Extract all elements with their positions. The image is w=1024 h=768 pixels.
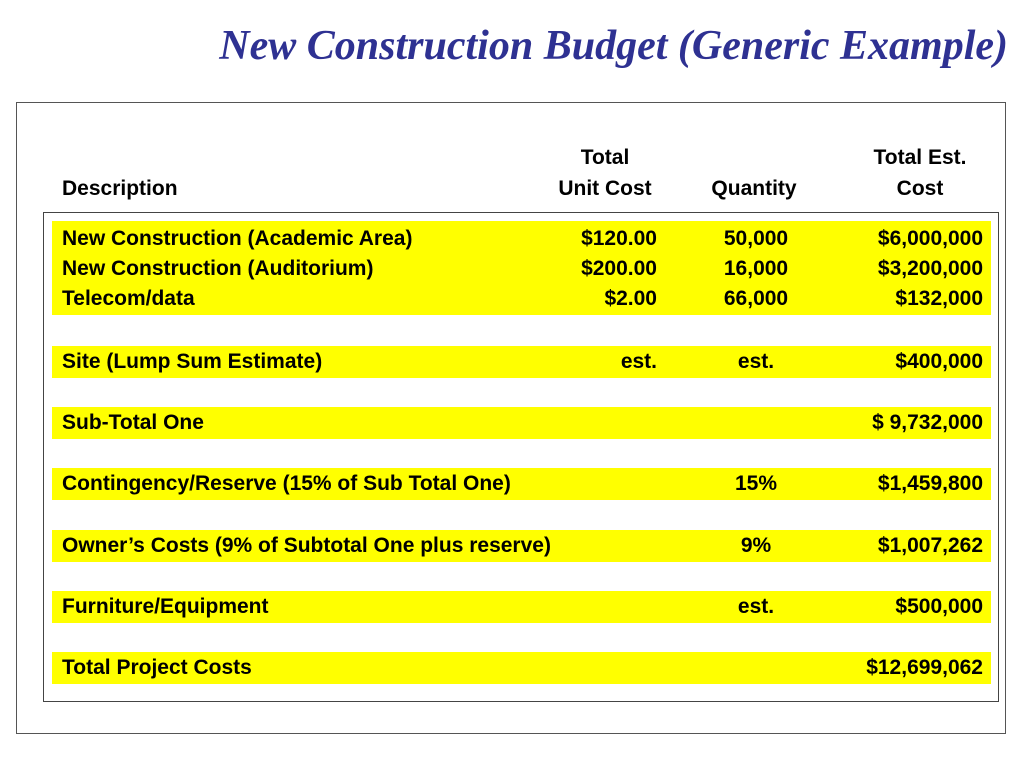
- row-unit-cost: est.: [620, 350, 657, 373]
- table-row: New Construction (Academic Area) $120.00…: [52, 224, 991, 254]
- table-row: Furniture/Equipment est. $500,000: [52, 592, 991, 622]
- highlight-band: [52, 221, 991, 315]
- header-unit-cost: Total Unit Cost: [540, 142, 670, 204]
- row-quantity: 66,000: [723, 287, 789, 310]
- row-description: New Construction (Auditorium): [62, 257, 374, 280]
- row-description: Owner’s Costs (9% of Subtotal One plus r…: [62, 534, 551, 557]
- highlight-band: [52, 530, 991, 562]
- row-quantity: est.: [737, 595, 775, 618]
- header-description: Description: [62, 177, 178, 200]
- row-description: Site (Lump Sum Estimate): [62, 350, 323, 373]
- highlight-band: [52, 407, 991, 439]
- header-unit-cost-line1: Total: [580, 146, 630, 169]
- table-row: Contingency/Reserve (15% of Sub Total On…: [52, 469, 991, 499]
- header-total-cost-line1: Total Est.: [873, 146, 967, 169]
- header-total-cost: Total Est. Cost: [840, 142, 1000, 204]
- row-unit-cost: $2.00: [604, 287, 657, 310]
- row-quantity: 16,000: [723, 257, 789, 280]
- row-total-cost: $1,007,262: [877, 534, 983, 557]
- row-quantity: est.: [737, 350, 775, 373]
- highlight-band: [52, 346, 991, 378]
- row-unit-cost: $120.00: [581, 227, 657, 250]
- header-total-cost-line2: Cost: [896, 177, 944, 200]
- table-row: Site (Lump Sum Estimate) est. est. $400,…: [52, 347, 991, 377]
- slide-frame: [16, 102, 1006, 734]
- row-quantity: 15%: [734, 472, 778, 495]
- row-description: Contingency/Reserve (15% of Sub Total On…: [62, 472, 511, 495]
- row-total-cost: $6,000,000: [877, 227, 983, 250]
- page-title: New Construction Budget (Generic Example…: [219, 23, 1008, 69]
- table-row: New Construction (Auditorium) $200.00 16…: [52, 254, 991, 284]
- row-unit-cost: $200.00: [581, 257, 657, 280]
- row-description: Sub-Total One: [62, 411, 204, 434]
- budget-table-frame: [43, 212, 999, 702]
- table-row: Owner’s Costs (9% of Subtotal One plus r…: [52, 531, 991, 561]
- highlight-band: [52, 652, 991, 684]
- table-row: Total Project Costs $12,699,062: [52, 653, 991, 683]
- table-row: Telecom/data $2.00 66,000 $132,000: [52, 284, 991, 314]
- row-total-cost: $12,699,062: [866, 656, 983, 679]
- header-quantity: Quantity: [711, 177, 797, 200]
- row-quantity: 50,000: [723, 227, 789, 250]
- row-total-cost: $132,000: [895, 287, 983, 310]
- row-total-cost: $3,200,000: [877, 257, 983, 280]
- row-quantity: 9%: [740, 534, 772, 557]
- row-description: Furniture/Equipment: [62, 595, 269, 618]
- highlight-band: [52, 591, 991, 623]
- row-total-cost: $400,000: [895, 350, 983, 373]
- highlight-band: [52, 468, 991, 500]
- row-description: Total Project Costs: [62, 656, 252, 679]
- row-total-cost: $ 9,732,000: [872, 411, 983, 434]
- table-row: Sub-Total One $ 9,732,000: [52, 408, 991, 438]
- row-total-cost: $500,000: [895, 595, 983, 618]
- header-unit-cost-line2: Unit Cost: [558, 177, 652, 200]
- row-total-cost: $1,459,800: [877, 472, 983, 495]
- row-description: New Construction (Academic Area): [62, 227, 413, 250]
- row-description: Telecom/data: [62, 287, 195, 310]
